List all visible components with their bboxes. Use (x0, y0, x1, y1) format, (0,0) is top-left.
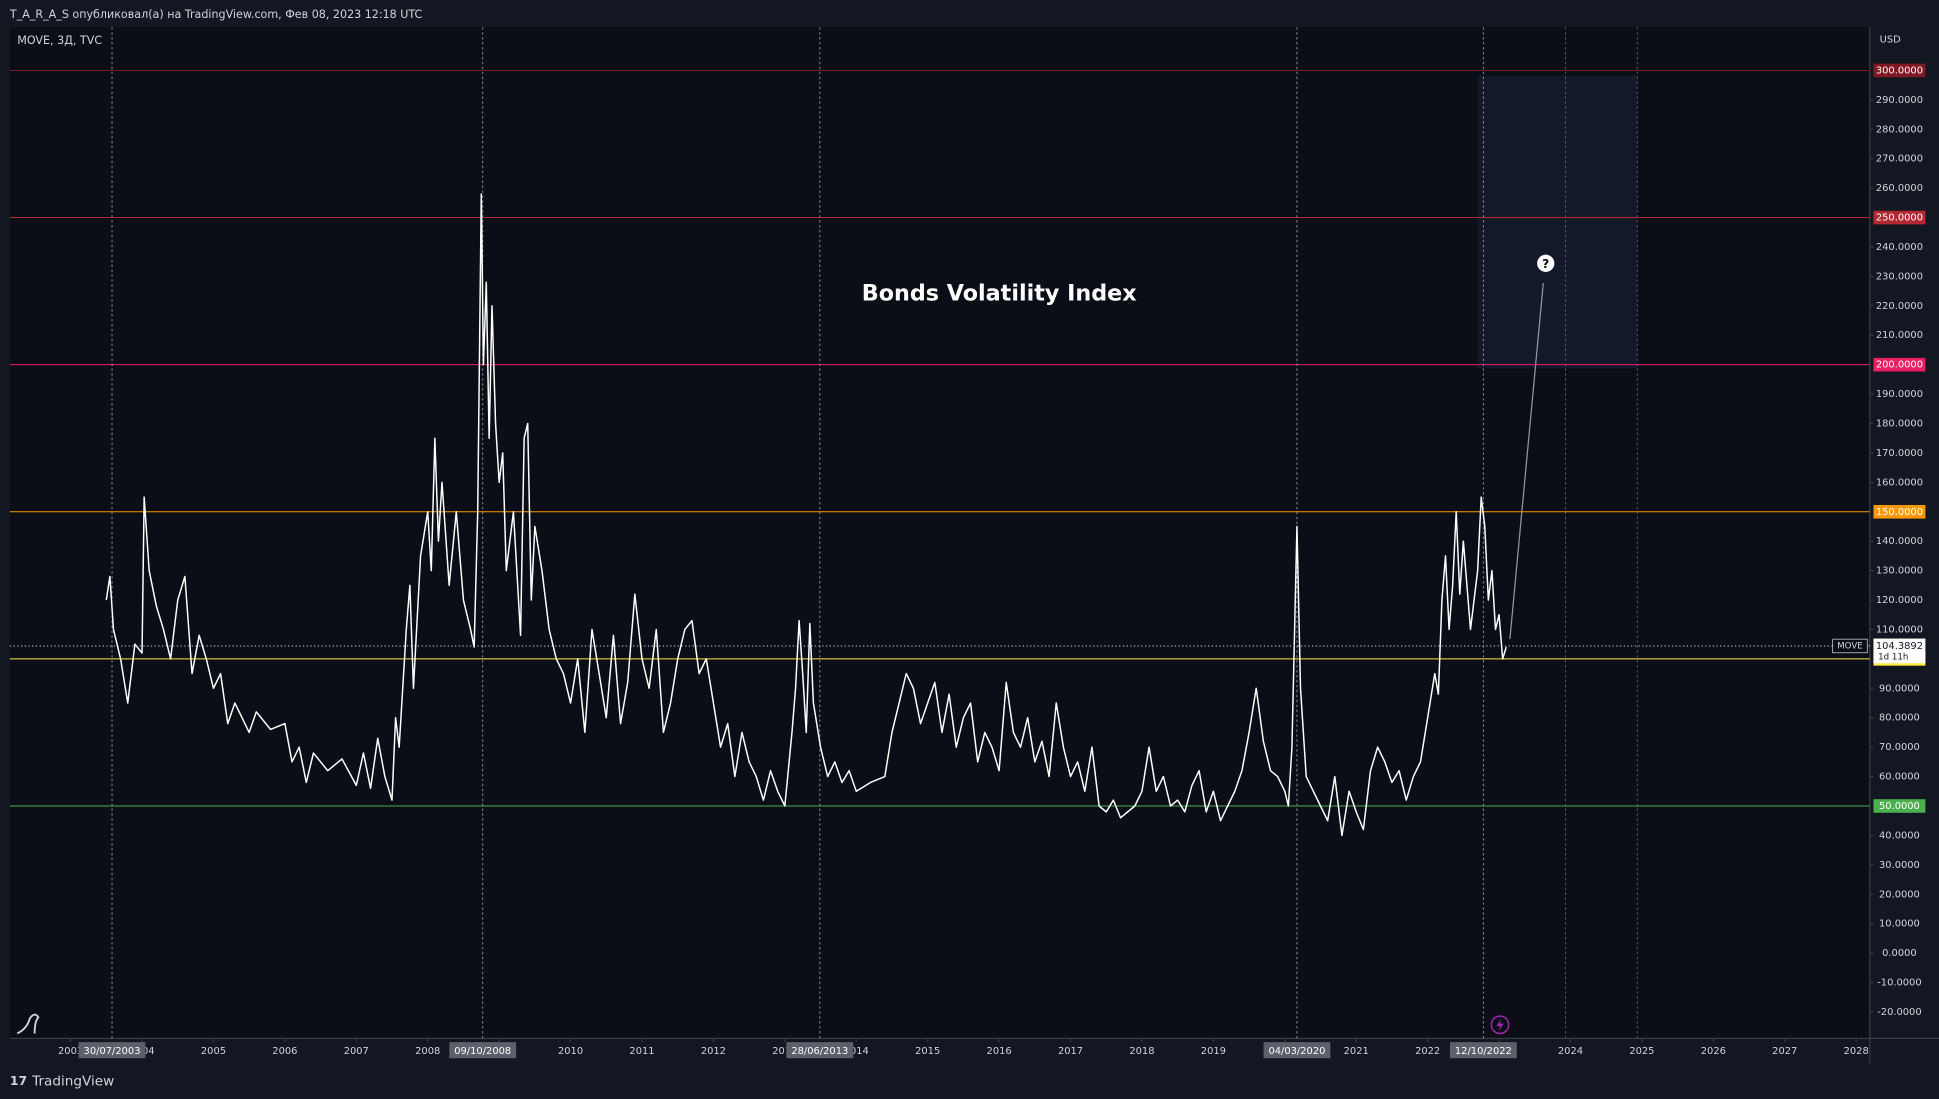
marker-badge (1449, 1042, 1517, 1059)
x-tick-label: 2024 (1558, 1046, 1583, 1057)
y-tick-label: 160.0000 (1876, 477, 1923, 488)
x-tick-label: 2027 (1772, 1046, 1797, 1057)
y-tick-label: -10.0000 (1877, 978, 1921, 989)
header: T_A_R_A_S опубликовал(а) на TradingView.… (9, 8, 423, 21)
y-tick-label: 170.0000 (1876, 448, 1923, 459)
y-tick-label: 130.0000 (1876, 566, 1923, 577)
annotation-arrow (1509, 283, 1544, 640)
y-tick-label: 40.0000 (1879, 830, 1920, 841)
level-badge (1873, 210, 1926, 225)
level-badge (1873, 63, 1926, 78)
marker-label: 12/10/2022 (1455, 1046, 1512, 1057)
logo-mark: 17 (10, 1074, 27, 1088)
marker-badge (449, 1042, 517, 1059)
y-tick-label: 80.0000 (1879, 713, 1920, 724)
y-tick-label: 180.0000 (1876, 419, 1923, 430)
price-line (105, 193, 1507, 837)
x-tick-label: 2012 (701, 1046, 726, 1057)
footer: TradingView (31, 1074, 114, 1090)
question-mark: ? (1542, 257, 1549, 271)
countdown-label: 1d 11h (1878, 653, 1908, 663)
level-badge (1873, 357, 1926, 372)
y-tick-label: 70.0000 (1879, 742, 1920, 753)
y-tick-label: 110.0000 (1876, 624, 1923, 635)
question-icon (1537, 254, 1555, 272)
level-label: 250.0000 (1876, 213, 1923, 224)
x-tick-label: 2028 (1844, 1046, 1869, 1057)
x-tick-label: 2005 (201, 1046, 226, 1057)
level-badge (1873, 504, 1926, 519)
y-tick-label: -20.0000 (1877, 1007, 1921, 1018)
y-tick-label: 0.0000 (1882, 948, 1917, 959)
y-tick-label: 10.0000 (1879, 919, 1920, 930)
x-tick-label: 2014 (844, 1046, 869, 1057)
symbol: MOVE, 3Д, TVC (17, 34, 102, 47)
shaded-zone (1477, 75, 1638, 369)
lightning-icon (1490, 1015, 1510, 1035)
x-tick-label: 2019 (1201, 1046, 1226, 1057)
x-tick-label: 2003 (58, 1046, 83, 1057)
last-price-badge (1873, 638, 1926, 664)
chart-title: Bonds Volatility Index (862, 281, 1138, 307)
series-name-badge (1832, 638, 1868, 654)
x-tick-label: 2013 (772, 1046, 797, 1057)
y-tick-label: 270.0000 (1876, 154, 1923, 165)
y-tick-label: 60.0000 (1879, 772, 1920, 783)
dino-icon (16, 1013, 40, 1035)
x-tick-label: 2008 (415, 1046, 440, 1057)
x-tick-label: 2007 (344, 1046, 369, 1057)
y-tick-label: 30.0000 (1879, 860, 1920, 871)
x-tick-label: 2010 (558, 1046, 583, 1057)
series-name: MOVE (1837, 641, 1862, 651)
lightning-bolt (1496, 1018, 1504, 1032)
y-tick-label: 220.0000 (1876, 301, 1923, 312)
currency: USD (1880, 35, 1901, 46)
y-tick-label: 280.0000 (1876, 124, 1923, 135)
y-tick-label: 230.0000 (1876, 271, 1923, 282)
marker-badge (1263, 1042, 1331, 1059)
x-tick-label: 2026 (1701, 1046, 1726, 1057)
x-tick-label: 2018 (1129, 1046, 1154, 1057)
y-tick-label: 120.0000 (1876, 595, 1923, 606)
y-tick-label: 260.0000 (1876, 183, 1923, 194)
marker-badge (78, 1042, 146, 1059)
x-tick-label: 2015 (915, 1046, 940, 1057)
last-price-label: 104.3892 (1876, 641, 1923, 652)
y-tick-label: 190.0000 (1876, 389, 1923, 400)
level-label: 300.0000 (1876, 65, 1923, 76)
y-tick-label: 290.0000 (1876, 95, 1923, 106)
level-label: 150.0000 (1876, 507, 1923, 518)
marker-label: 28/06/2013 (791, 1046, 848, 1057)
marker-label: 30/07/2003 (84, 1046, 141, 1057)
level-label: 50.0000 (1879, 801, 1920, 812)
x-tick-label: 2011 (629, 1046, 654, 1057)
y-tick-label: 240.0000 (1876, 242, 1923, 253)
y-tick-label: 210.0000 (1876, 330, 1923, 341)
x-tick-label: 2006 (272, 1046, 297, 1057)
x-tick-label: 2017 (1058, 1046, 1083, 1057)
x-tick-label: 2025 (1629, 1046, 1654, 1057)
level-label: 200.0000 (1876, 360, 1923, 371)
x-tick-label: 2022 (1415, 1046, 1440, 1057)
marker-label: 09/10/2008 (454, 1046, 511, 1057)
x-tick-label: 2016 (987, 1046, 1012, 1057)
y-tick-label: 140.0000 (1876, 536, 1923, 547)
x-tick-label: 2021 (1344, 1046, 1369, 1057)
level-badge (1873, 799, 1926, 813)
y-tick-label: 90.0000 (1879, 683, 1920, 694)
marker-badge (786, 1042, 854, 1059)
marker-label: 04/03/2020 (1268, 1046, 1325, 1057)
y-tick-label: 20.0000 (1879, 889, 1920, 900)
